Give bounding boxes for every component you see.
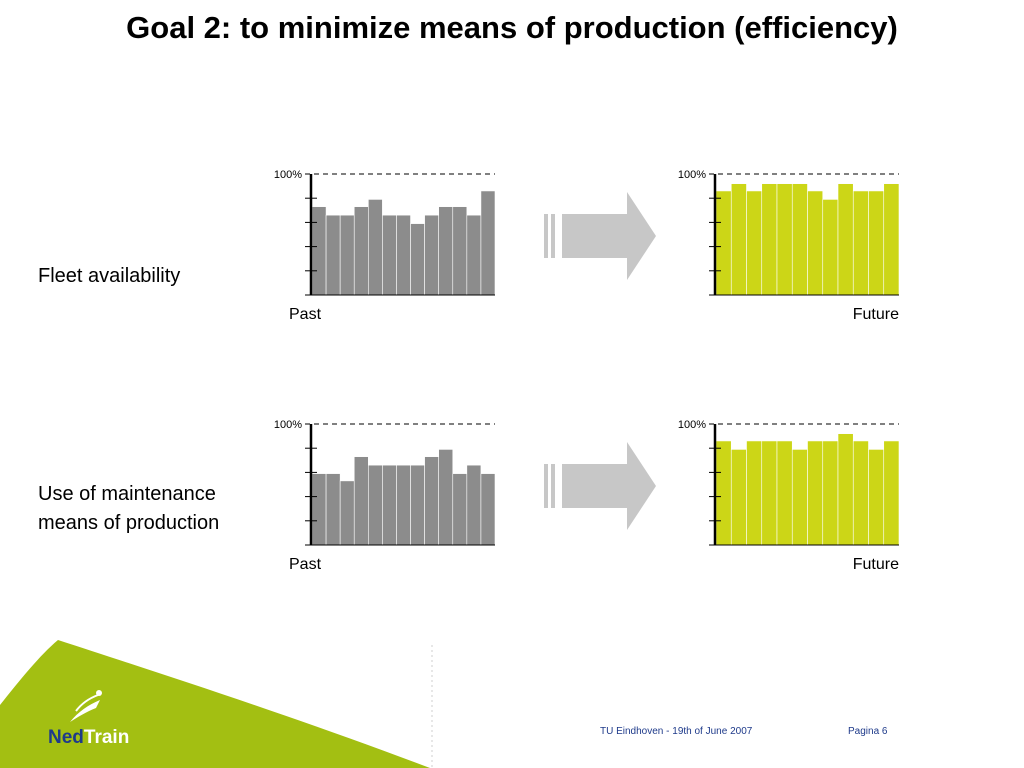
chart-bar [368, 464, 383, 546]
chart-bar [382, 464, 397, 546]
chart-bar [715, 190, 732, 296]
right-arrow-icon [562, 192, 656, 280]
chart-bar [438, 449, 454, 546]
row-label-line: Use of maintenance [38, 483, 216, 505]
chart-bar [715, 440, 732, 546]
chart-bar [410, 464, 425, 546]
logo-text-train: Train [83, 727, 130, 748]
chart-bar [852, 440, 869, 546]
row-label-fleet-availability: Fleet availability [38, 262, 180, 291]
footer-event-text: TU Eindhoven - 19th of June 2007 [600, 726, 753, 737]
chart-bar [368, 199, 383, 296]
chart-bar [382, 214, 397, 296]
y-tick-label-100: 100% [678, 169, 706, 181]
row-label-maintenance-means: Use of maintenance means of production [38, 480, 219, 538]
chart-bar [466, 214, 482, 296]
chart-bar [837, 433, 854, 546]
chart-bar [424, 214, 439, 296]
y-tick-label-100: 100% [274, 419, 302, 431]
arrow-stripe [544, 464, 548, 508]
chart-bar [746, 190, 763, 296]
y-tick-label-100: 100% [274, 169, 302, 181]
chart-bar [807, 190, 824, 296]
chart-bar [311, 206, 327, 296]
x-axis-label: Past [289, 556, 322, 573]
chart-bar [761, 183, 778, 296]
chart-bar [480, 190, 496, 296]
chart-bar [883, 440, 900, 546]
chart-bar [410, 223, 425, 296]
brand-swoosh-shape [0, 640, 430, 768]
chart-bar [424, 456, 439, 546]
x-axis-label: Future [853, 306, 899, 323]
chart-bar [791, 183, 808, 296]
chart-bar [730, 449, 747, 546]
nedtrain-logo-text: NedTrain [48, 727, 129, 749]
chart-bar [339, 214, 355, 296]
chart-bar [339, 480, 355, 546]
chart-bar [396, 214, 411, 296]
chart-bar [353, 206, 369, 296]
chart-bar [480, 473, 496, 546]
footer-page-number: Pagina 6 [848, 726, 888, 737]
y-tick-label-100: 100% [678, 419, 706, 431]
row-label-line: Fleet availability [38, 265, 181, 287]
right-arrow-icon [562, 442, 656, 530]
chart-bar [807, 440, 824, 546]
chart-bar [466, 464, 482, 546]
arrow-stripe [551, 214, 555, 258]
chart-bar [868, 190, 885, 296]
arrow-stripe [544, 214, 548, 258]
chart-bar [353, 456, 369, 546]
chart-bar [746, 440, 763, 546]
chart-bar [452, 473, 468, 546]
chart-bar [396, 464, 411, 546]
chart-bar [325, 214, 341, 296]
logo-text-ned: Ned [48, 727, 84, 748]
chart-bar [852, 190, 869, 296]
chart-bar [311, 473, 327, 546]
x-axis-label: Past [289, 306, 322, 323]
nedtrain-logo-icon [70, 690, 102, 722]
chart-bar [883, 183, 900, 296]
x-axis-label: Future [853, 556, 899, 573]
chart-bar [822, 440, 839, 546]
chart-bar [776, 440, 793, 546]
chart-bar [822, 199, 839, 296]
chart-bar [837, 183, 854, 296]
chart-bar [730, 183, 747, 296]
chart-bar [761, 440, 778, 546]
arrow-stripe [551, 464, 555, 508]
chart-bar [438, 206, 454, 296]
row-label-line: means of production [38, 512, 220, 534]
chart-bar [452, 206, 468, 296]
slide-title: Goal 2: to minimize means of production … [126, 10, 898, 45]
chart-bar [868, 449, 885, 546]
chart-bar [791, 449, 808, 546]
chart-bar [776, 183, 793, 296]
chart-bar [325, 473, 341, 546]
